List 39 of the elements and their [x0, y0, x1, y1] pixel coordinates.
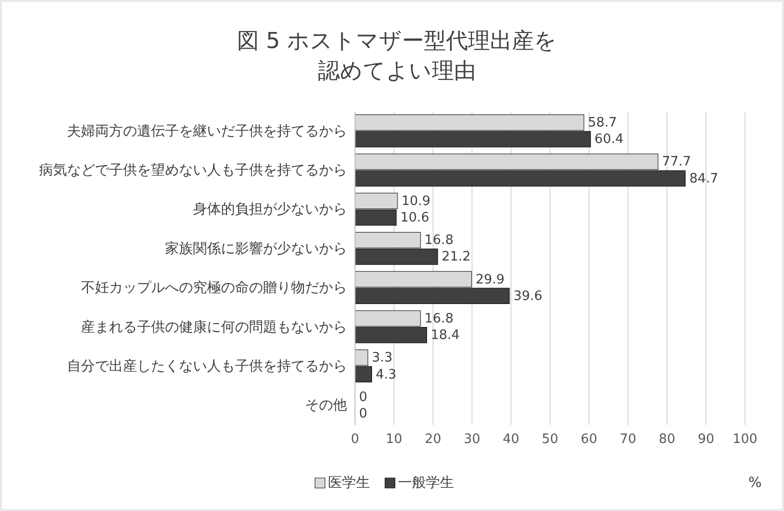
data-label: 16.8	[424, 311, 454, 326]
chart-title: 図 5 ホストマザー型代理出産を認めてよい理由	[237, 29, 557, 84]
data-label: 3.3	[372, 350, 393, 366]
y-tick-label: 不妊カップルへの究極の命の贈り物だから	[81, 280, 347, 296]
y-tick-label: 家族関係に影響が少ないから	[165, 240, 347, 257]
x-axis-title: %	[748, 475, 762, 491]
y-tick-label: 身体的負担が少ないから	[193, 202, 347, 218]
x-tick-label: 10	[386, 432, 402, 447]
data-label: 21.2	[442, 250, 471, 265]
data-label: 0	[359, 406, 368, 422]
y-tick-label: 夫婦両方の遺伝子を継いだ子供を持てるから	[67, 123, 347, 140]
data-label: 10.6	[400, 210, 430, 226]
x-tick-label: 40	[502, 432, 520, 447]
data-label: 60.4	[594, 132, 624, 148]
data-label: 18.4	[430, 328, 460, 344]
x-tick-label: 50	[542, 432, 558, 447]
y-tick-label: 自分で出産したくない人も子供を持てるから	[67, 358, 347, 374]
data-label: 10.9	[402, 194, 430, 209]
x-tick-label: 70	[620, 432, 636, 447]
x-tick-label: 100	[732, 432, 758, 447]
data-label: 16.8	[424, 233, 454, 248]
data-label: 58.7	[588, 116, 617, 131]
data-label: 29.9	[476, 272, 505, 288]
data-label: 77.7	[662, 154, 691, 170]
y-tick-label: その他	[305, 398, 347, 414]
x-tick-label: 30	[464, 432, 480, 447]
data-label: 84.7	[689, 171, 718, 186]
data-label: 39.6	[513, 288, 542, 304]
legend-label: 一般学生	[398, 475, 454, 491]
data-label: 0	[359, 390, 368, 405]
x-tick-label: 0	[350, 432, 360, 447]
x-tick-label: 90	[698, 432, 714, 447]
x-tick-label: 60	[580, 432, 598, 447]
x-tick-label: 20	[424, 432, 442, 447]
x-tick-label: 80	[658, 432, 676, 447]
data-label: 4.3	[376, 367, 396, 382]
y-tick-label: 病気などで子供を望めない人も子供を持てるから	[39, 162, 347, 179]
legend-label: 医学生	[328, 475, 370, 491]
y-tick-label: 産まれる子供の健康に何の問題もないから	[81, 319, 347, 336]
